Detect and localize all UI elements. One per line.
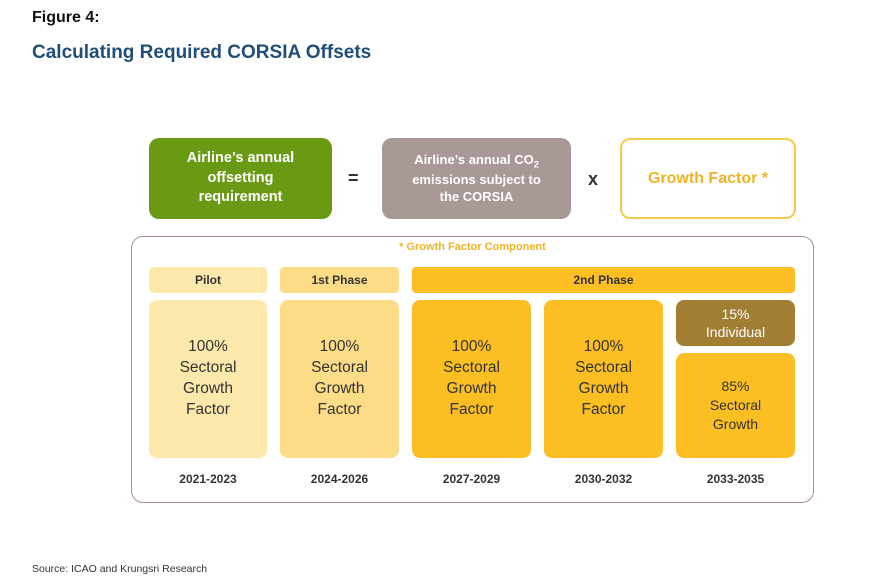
annual-emissions-line1: Airline’s annual CO2 [414, 152, 539, 170]
figure-title: Calculating Required CORSIA Offsets [32, 42, 372, 63]
annual-emissions-line2: emissions subject to [412, 171, 541, 187]
col-label: Growth [446, 380, 497, 397]
year-label: 2030-2032 [574, 472, 633, 486]
growth-factor-component-frame [131, 236, 814, 503]
annual-emissions-line3: the CORSIA [439, 189, 514, 205]
year-label: 2021-2023 [179, 472, 237, 486]
offsetting-requirement-text: Airline’s annual offsetting requirement [186, 150, 295, 206]
column-2030-2032: 100% Sectoral Growth Factor [544, 300, 663, 458]
column-2027-2029: 100% Sectoral Growth Factor [412, 300, 531, 458]
sectoral-value: 85% [721, 378, 750, 395]
column-2024-2026: 100% Sectoral Growth Factor [280, 300, 399, 458]
col-label: Factor [317, 400, 362, 418]
year-label: 2033-2035 [706, 472, 765, 486]
individual-value: 15% [721, 305, 750, 322]
year-label: 2027-2029 [442, 472, 501, 486]
col-label: Sectoral [575, 359, 632, 377]
phase-2nd: 2nd Phase [412, 267, 795, 293]
equals-sign: = [348, 168, 359, 188]
col-label: Factor [186, 400, 230, 418]
figure-label: Figure 4: [32, 9, 100, 26]
growth-factor-component-title: * Growth Factor Component [399, 241, 546, 253]
col-label: Sectoral [311, 359, 368, 377]
col-label: Sectoral [443, 359, 500, 377]
offsetting-requirement-box: Airline’s annual offsetting requirement [149, 138, 332, 219]
individual-growth-box: 15% Individual [676, 300, 795, 346]
source-note: Source: ICAO and Krungsri Research [32, 563, 208, 575]
sectoral-growth-box: 85% Sectoral Growth [676, 353, 795, 458]
col-label: Growth [578, 380, 629, 397]
multiply-sign: x [588, 169, 599, 189]
col-label: Growth [183, 380, 233, 397]
col-value: 100% [319, 338, 360, 356]
phase-1st: 1st Phase [280, 267, 399, 293]
col-label: Sectoral [179, 359, 237, 377]
col-value: 100% [188, 338, 228, 356]
sectoral-label: Sectoral [709, 397, 762, 414]
individual-label: Individual [705, 324, 766, 340]
col-label: Growth [314, 380, 365, 397]
phase-pilot: Pilot [149, 267, 267, 293]
col-label: Factor [449, 400, 494, 418]
col-value: 100% [451, 338, 492, 356]
column-2021-2023: 100% Sectoral Growth Factor [149, 300, 267, 458]
year-label: 2024-2026 [310, 472, 369, 486]
col-value: 100% [583, 338, 624, 356]
sectoral-label: Growth [712, 415, 759, 432]
col-label: Factor [581, 400, 626, 418]
annual-emissions-box: Airline’s annual CO2 emissions subject t… [382, 138, 571, 219]
growth-factor-box: Growth Factor * [620, 138, 796, 219]
growth-factor-text: Growth Factor * [647, 169, 768, 187]
